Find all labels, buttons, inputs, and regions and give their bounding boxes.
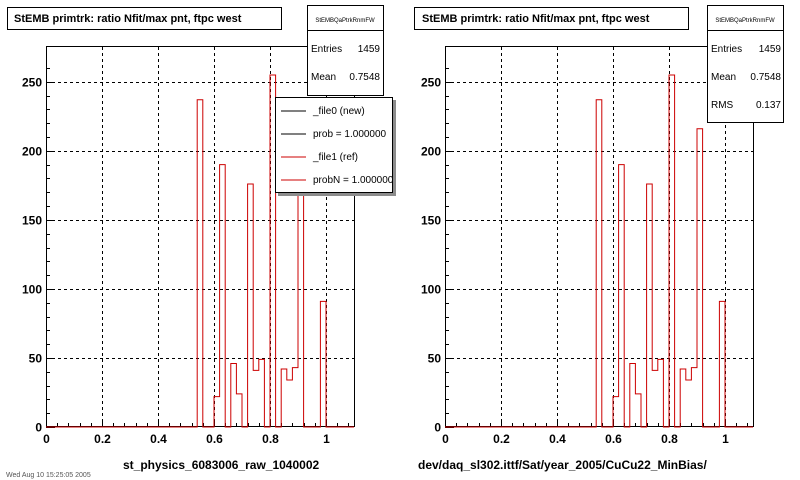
legend-prob-label: prob = 1.000000 (313, 129, 387, 140)
panel-2-histogram-bin (619, 165, 625, 427)
panel-2-histogram-bin (652, 370, 658, 427)
panel-2-y-tick-label: 250 (421, 76, 441, 90)
panel-2-histogram-bin (647, 184, 653, 427)
panel-2-x-tick-label: 0.4 (549, 432, 566, 446)
panel-2-stat-entries-label: Entries (711, 44, 742, 55)
panel-2-histogram-bin (669, 75, 675, 427)
panel-2-histogram-bin (596, 100, 602, 427)
panel-1-histogram-bin (253, 370, 259, 427)
panel-1-histogram-bin (259, 359, 265, 427)
panel-2-stat-mean-label: Mean (711, 72, 736, 83)
panel-2-plot: 0 0.2 0.4 0.6 0.8 1 0 50 100 150 200 250 (421, 46, 754, 446)
panel-2-frame (445, 46, 754, 427)
panel-1-histogram-bin (292, 368, 298, 427)
panel-2-histogram-bin (680, 369, 686, 427)
panel-2-stats-box: StEMBQaPtrkRnmFW Entries 1459 Mean 0.754… (707, 5, 784, 123)
panel-1-histogram-bin (270, 75, 276, 427)
panel-2-histogram-bin (635, 394, 641, 427)
panel-1-histogram-bin (214, 397, 220, 427)
panel-1-title-text: StEMB primtrk: ratio Nfit/max pnt, ftpc … (14, 13, 242, 25)
panel-1-frame (46, 46, 355, 427)
panel-1-footer: Wed Aug 10 15:25:05 2005 (6, 472, 91, 479)
panel-2-histogram-outline (445, 74, 753, 428)
panel-1-stat-mean-label: Mean (311, 72, 336, 83)
panel-2-histogram-bin (630, 363, 636, 427)
panel-1-x-tick-label: 1 (323, 432, 330, 446)
panel-1-histogram-bin (248, 184, 254, 427)
panel-2-title-text: StEMB primtrk: ratio Nfit/max pnt, ftpc … (422, 13, 650, 25)
panel-2: StEMB primtrk: ratio Nfit/max pnt, ftpc … (414, 5, 784, 472)
panel-1-y-tick-label: 100 (22, 283, 42, 297)
panel-1-histogram-bin (220, 165, 226, 427)
panel-2-x-tick-label: 0 (442, 432, 449, 446)
panel-2-x-tick-label: 0.6 (605, 432, 622, 446)
panel-1-stat-entries-value: 1459 (358, 44, 381, 55)
panel-2-stat-rms-value: 0.137 (756, 100, 781, 111)
panel-2-title: StEMB primtrk: ratio Nfit/max pnt, ftpc … (414, 7, 689, 30)
panel-1-title: StEMB primtrk: ratio Nfit/max pnt, ftpc … (7, 7, 282, 30)
panel-2-x-axis-label: dev/daq_sl302.ittf/Sat/year_2005/CuCu22_… (418, 458, 707, 472)
panel-1-histogram-bin (320, 301, 326, 427)
legend-ref-label: _file1 (ref) (312, 152, 358, 163)
panel-1-plot: 0 0.2 0.4 0.6 0.8 1 0 50 100 150 200 250 (22, 46, 355, 446)
panel-1-legend: _file0 (new) prob = 1.000000 _file1 (ref… (275, 97, 396, 196)
panel-2-y-tick-label: 200 (421, 145, 441, 159)
panel-1-y-tick-label: 50 (29, 352, 43, 366)
panel-1-histogram-bin (197, 100, 203, 427)
panel-1-y-tick-label: 200 (22, 145, 42, 159)
panel-2-stats-name: StEMBQaPtrkRnmFW (715, 18, 775, 24)
panel-2-x-tick-label: 0.8 (661, 432, 678, 446)
panel-2-y-tick-label: 150 (421, 214, 441, 228)
panel-1-x-axis-label: st_physics_6083006_raw_1040002 (123, 458, 319, 472)
panel-2-y-tick-label: 0 (434, 421, 441, 435)
panel-1-histogram-outline (46, 74, 354, 428)
panel-1-stat-entries-label: Entries (311, 44, 342, 55)
panel-2-x-tick-label: 1 (722, 432, 729, 446)
panel-2-histogram-bin (658, 359, 664, 427)
panel-1-y-tick-label: 0 (35, 421, 42, 435)
panel-2-stat-rms-label: RMS (711, 100, 734, 111)
panel-2-histogram-bin (686, 380, 692, 427)
panel-1-histogram-bin (287, 380, 293, 427)
panel-1-histogram-bin (281, 369, 287, 427)
panel-1-y-tick-label: 150 (22, 214, 42, 228)
panel-1-x-tick-label: 0 (43, 432, 50, 446)
panel-1-x-tick-label: 0.4 (150, 432, 167, 446)
panel-2-y-tick-label: 50 (428, 352, 442, 366)
panel-1-x-tick-label: 0.6 (206, 432, 223, 446)
panel-1-stats-box: StEMBQaPtrkRnmFW Entries 1459 Mean 0.754… (307, 5, 384, 96)
panel-2-histogram-bin (691, 368, 697, 427)
panel-1-stat-mean-value: 0.7548 (349, 72, 380, 83)
panel-2-stat-entries-value: 1459 (759, 44, 782, 55)
legend-probn-label: probN = 1.000000 (313, 175, 394, 186)
legend-new-label: _file0 (new) (312, 106, 365, 117)
panel-1-stats-name: StEMBQaPtrkRnmFW (315, 18, 375, 24)
panel-1-x-tick-label: 0.8 (262, 432, 279, 446)
panel-1-y-tick-label: 250 (22, 76, 42, 90)
panel-1-histogram-bin (231, 363, 237, 427)
panel-2-histogram-bin (697, 129, 703, 427)
panel-2-x-tick-label: 0.2 (493, 432, 510, 446)
panel-2-y-tick-label: 100 (421, 283, 441, 297)
panel-1: StEMB primtrk: ratio Nfit/max pnt, ftpc … (6, 5, 396, 479)
panel-1-x-tick-label: 0.2 (94, 432, 111, 446)
panel-1-histogram-bin (236, 394, 242, 427)
panel-2-histogram-bin (719, 301, 725, 427)
panel-2-histogram-bin (613, 397, 619, 427)
panel-2-stat-mean-value: 0.7548 (750, 72, 781, 83)
